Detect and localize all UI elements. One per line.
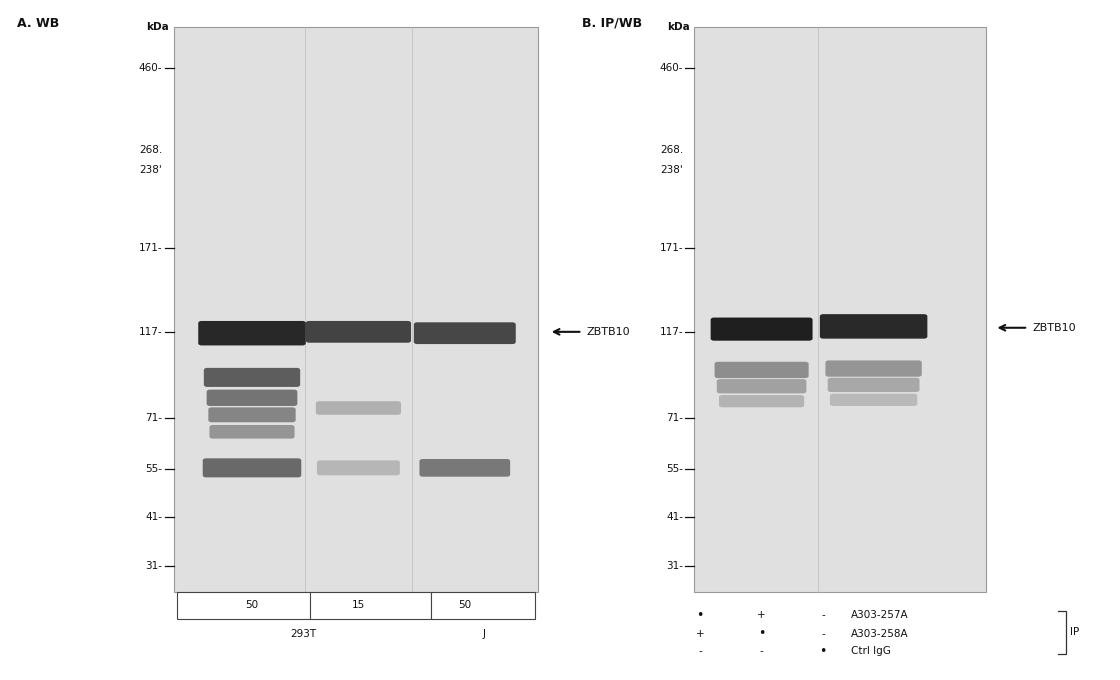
FancyBboxPatch shape xyxy=(820,314,927,339)
FancyBboxPatch shape xyxy=(198,321,306,345)
FancyBboxPatch shape xyxy=(204,368,300,387)
Text: ZBTB10: ZBTB10 xyxy=(1033,323,1076,333)
FancyBboxPatch shape xyxy=(825,360,922,377)
FancyBboxPatch shape xyxy=(203,458,301,477)
Text: 41-: 41- xyxy=(666,512,683,522)
Text: 268.: 268. xyxy=(139,145,162,154)
FancyBboxPatch shape xyxy=(209,425,295,439)
Text: •: • xyxy=(758,627,765,641)
Text: A303-258A: A303-258A xyxy=(851,629,908,639)
FancyBboxPatch shape xyxy=(413,322,515,344)
FancyBboxPatch shape xyxy=(711,318,813,341)
FancyBboxPatch shape xyxy=(419,459,511,477)
Text: 171-: 171- xyxy=(660,243,683,253)
Text: B. IP/WB: B. IP/WB xyxy=(582,17,643,30)
Text: 460-: 460- xyxy=(139,63,162,73)
Text: 268.: 268. xyxy=(660,145,683,154)
Text: 71-: 71- xyxy=(666,413,683,423)
FancyBboxPatch shape xyxy=(715,362,809,378)
Text: -: - xyxy=(759,647,764,656)
Text: 55-: 55- xyxy=(146,464,162,474)
FancyBboxPatch shape xyxy=(306,321,411,343)
FancyBboxPatch shape xyxy=(717,379,806,393)
Bar xyxy=(431,592,535,619)
Text: +: + xyxy=(757,611,766,620)
Text: 117-: 117- xyxy=(660,327,683,337)
Text: -: - xyxy=(698,647,702,656)
Text: 31-: 31- xyxy=(146,561,162,571)
Text: A303-257A: A303-257A xyxy=(851,611,908,620)
Text: 171-: 171- xyxy=(139,243,162,253)
Text: 238': 238' xyxy=(661,165,683,175)
Text: IP: IP xyxy=(1070,628,1079,637)
Text: kDa: kDa xyxy=(668,22,690,32)
Text: -: - xyxy=(821,611,825,620)
Text: 460-: 460- xyxy=(660,63,683,73)
Text: Ctrl IgG: Ctrl IgG xyxy=(851,647,892,656)
Text: 41-: 41- xyxy=(146,512,162,522)
Text: •: • xyxy=(820,645,827,658)
FancyBboxPatch shape xyxy=(317,460,400,475)
FancyBboxPatch shape xyxy=(719,395,804,407)
Text: kDa: kDa xyxy=(147,22,169,32)
Text: ZBTB10: ZBTB10 xyxy=(587,327,631,337)
Text: 15: 15 xyxy=(352,600,365,610)
FancyBboxPatch shape xyxy=(830,394,917,406)
FancyBboxPatch shape xyxy=(316,401,401,415)
Text: +: + xyxy=(696,629,704,639)
FancyBboxPatch shape xyxy=(206,390,298,406)
Text: 31-: 31- xyxy=(666,561,683,571)
Bar xyxy=(177,592,431,619)
Text: •: • xyxy=(697,609,703,622)
Text: 238': 238' xyxy=(140,165,162,175)
Bar xyxy=(694,27,986,592)
Text: 71-: 71- xyxy=(146,413,162,423)
Text: 55-: 55- xyxy=(666,464,683,474)
Text: 50: 50 xyxy=(458,600,472,610)
Text: 50: 50 xyxy=(245,600,259,610)
FancyBboxPatch shape xyxy=(828,378,920,392)
Text: A. WB: A. WB xyxy=(17,17,59,30)
Text: 293T: 293T xyxy=(290,629,317,639)
Text: -: - xyxy=(821,629,825,639)
Text: 117-: 117- xyxy=(139,327,162,337)
Bar xyxy=(174,27,538,592)
FancyBboxPatch shape xyxy=(208,407,296,422)
Text: J: J xyxy=(483,629,485,639)
